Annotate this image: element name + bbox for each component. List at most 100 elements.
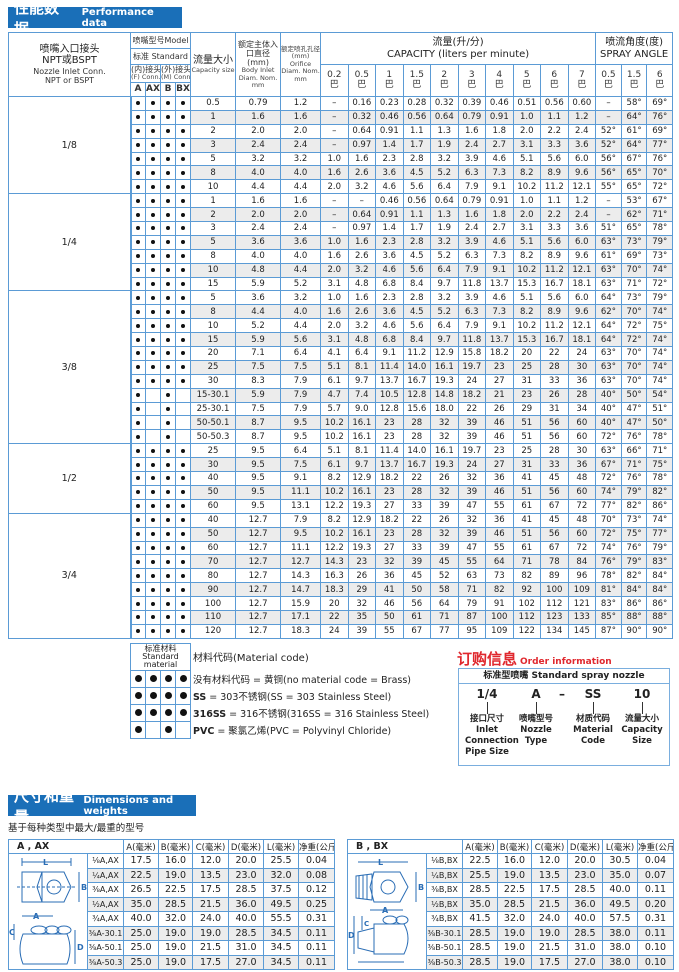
dimension-value: 40.0 (602, 882, 638, 898)
spray-angle: 70° (620, 304, 648, 320)
orifice-diameter: 4.4 (280, 318, 322, 334)
model-a-cell (130, 234, 146, 250)
flow-value: 0.51 (512, 96, 542, 111)
spray-angle: 64° (595, 290, 622, 306)
bullet-icon (166, 184, 170, 189)
flow-value: 39 (402, 554, 432, 570)
capacity-size: 3 (190, 137, 237, 153)
bullet-icon (136, 615, 141, 620)
bullet-icon (166, 573, 170, 578)
model-b-cell (160, 276, 176, 292)
model-name: ¾B,BX (426, 911, 463, 927)
flow-value: 2.2 (540, 207, 569, 223)
capacity-size: 50-50.3 (190, 429, 237, 445)
flow-value: 8.1 (347, 443, 377, 459)
bullet-icon (134, 708, 142, 716)
flow-value: 36 (567, 457, 597, 473)
flow-value: 10.5 (375, 387, 404, 403)
bullet-icon (151, 351, 155, 356)
flow-value: 4.6 (375, 179, 404, 195)
bullet-icon (166, 268, 170, 273)
bullet-icon (151, 448, 155, 453)
flow-value: 22 (540, 346, 569, 361)
flow-value: 39 (457, 484, 487, 500)
model-ax-cell (145, 318, 161, 334)
flow-value: 22 (457, 401, 487, 417)
spray-angle: 75° (646, 318, 674, 334)
capacity-size: 80 (190, 568, 237, 584)
spray-angle: 50° (646, 415, 674, 431)
spray-angle: 77° (646, 526, 674, 542)
model-name: ⅛A,AX (86, 853, 125, 869)
bullet-icon (181, 351, 186, 356)
bullet-icon (181, 601, 186, 606)
spray-angle: 64° (620, 109, 648, 125)
spray-angle: 74° (646, 359, 674, 375)
table-row: 5 3.6 3.6 1.0 1.6 2.3 2.8 3.2 3.9 4.6 5.1 5.6 6.0 63°… (9, 234, 674, 250)
flow-value: 6.0 (567, 151, 597, 167)
flow-value: 28 (402, 415, 432, 431)
orifice-diameter: 4.0 (280, 304, 322, 320)
dimension-value: 19.0 (158, 925, 194, 941)
flow-value: 5.6 (402, 262, 432, 278)
flow-value: 56 (540, 415, 569, 431)
flow-value: 16.1 (347, 429, 377, 445)
capacity-size: 3 (190, 221, 237, 236)
capacity-size: 2 (190, 123, 237, 139)
spray-angle: 82° (620, 568, 648, 584)
orifice-diameter: 4.4 (280, 179, 322, 195)
flow-value: 12.1 (567, 318, 597, 334)
bullet-icon (181, 448, 186, 453)
bullet-icon (136, 559, 141, 564)
bullet-icon (181, 476, 186, 481)
body-diameter-en: Body Inlet Diam. Nom. mm (238, 66, 278, 90)
dimension-value: 28.5 (497, 896, 532, 912)
orifice-diameter-header: 额定喷孔孔径(mm) Orifice Diam. Nom. mm (280, 32, 322, 97)
body-diameter: 12.7 (235, 540, 282, 556)
bullet-icon (166, 476, 170, 481)
flow-value: 11.8 (457, 332, 487, 348)
flow-value: 55 (375, 623, 404, 639)
flow-value: 20 (512, 346, 542, 361)
flow-value: 33 (540, 457, 569, 473)
bullet-icon (166, 282, 170, 287)
flow-value: 123 (540, 609, 569, 625)
spray-angle-en: SPRAY ANGLE (599, 48, 669, 60)
table-row: 60 12.7 11.1 12.2 19.3 27 33 39 47 55 61 67 72 74° 76°… (9, 540, 674, 556)
spray-angle: 52° (595, 123, 622, 139)
flow-value: 1.7 (402, 221, 432, 236)
model-code-bx: BX (174, 82, 192, 97)
model-bx-cell (174, 234, 192, 250)
flow-value: 5.6 (540, 234, 569, 250)
body-diameter: 1.6 (235, 109, 282, 125)
bullet-icon (136, 504, 141, 509)
flow-value: 3.2 (430, 234, 459, 250)
table-row: 70 12.7 12.7 14.3 23 32 39 45 55 64 71 78 84 76° 79° 83… (9, 554, 674, 570)
model-ax-cell (145, 123, 161, 139)
model-bx-cell (174, 290, 192, 306)
capacity-size: 30 (190, 373, 237, 389)
body-diameter: 2.4 (235, 221, 282, 236)
orifice-diameter: 9.5 (280, 429, 322, 445)
flow-value: 18.3 (320, 582, 349, 598)
standard-material-header: 标准材料 Standard material (130, 643, 191, 671)
flow-value: 18.2 (375, 512, 404, 528)
bullet-icon (151, 379, 155, 384)
legend-model-cell (160, 721, 176, 739)
flow-value: 8.9 (540, 248, 569, 264)
bullet-icon (136, 476, 141, 481)
flow-value: 46 (375, 596, 404, 611)
bullet-icon (179, 691, 187, 699)
body-diameter: 4.0 (235, 165, 282, 181)
bullet-icon (151, 587, 155, 592)
flow-value: 9.1 (375, 346, 404, 361)
flow-value: 39 (457, 429, 487, 445)
bullet-icon (166, 254, 170, 259)
bullet-icon (134, 674, 142, 682)
dimensions-table-title: B , BX (347, 839, 463, 854)
flow-value: 0.23 (375, 96, 404, 111)
dimension-value: 31.0 (567, 940, 603, 956)
spray-angle: 63° (595, 276, 622, 292)
